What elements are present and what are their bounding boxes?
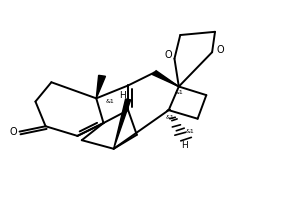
- Text: H: H: [119, 91, 126, 100]
- Text: O: O: [164, 50, 172, 60]
- Text: H: H: [181, 141, 188, 151]
- Text: &1: &1: [166, 115, 175, 120]
- Polygon shape: [152, 71, 179, 87]
- Polygon shape: [114, 99, 131, 149]
- Polygon shape: [96, 75, 105, 98]
- Text: &1: &1: [106, 99, 115, 104]
- Text: O: O: [216, 45, 224, 55]
- Text: &1: &1: [186, 129, 195, 134]
- Text: O: O: [9, 127, 17, 137]
- Text: &1: &1: [175, 91, 183, 95]
